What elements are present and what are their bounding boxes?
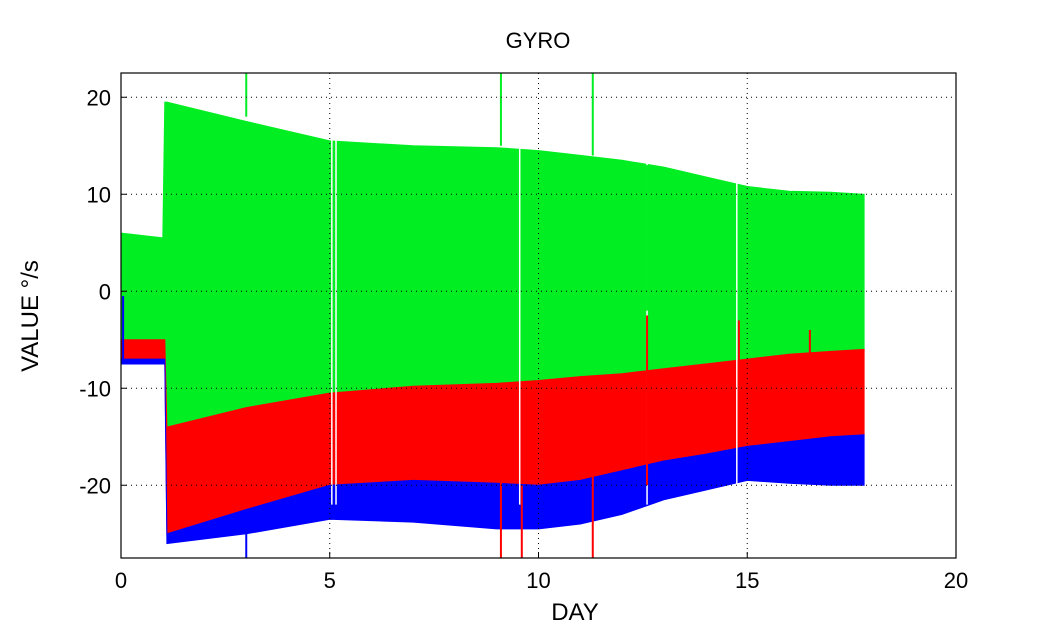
plot-frame (120, 72, 957, 559)
x-tick-label-2: 10 (526, 568, 550, 593)
x-tick-label-3: 15 (735, 568, 759, 593)
x-tick-label-0: 0 (115, 568, 127, 593)
y-tick-label-0: 20 (87, 85, 111, 110)
grid-group (121, 73, 956, 558)
x-tick-label-4: 20 (944, 568, 968, 593)
y-tick-label-1: 10 (87, 182, 111, 207)
x-axis-label: DAY (551, 599, 599, 626)
x-tick-label-1: 5 (324, 568, 336, 593)
y-tick-label-3: -10 (79, 376, 111, 401)
chart-title: GYRO (506, 28, 571, 53)
plot-series-group (120, 73, 865, 558)
tick-group: 0 5 10 15 20 20 10 0 -10 -20 (79, 85, 968, 593)
y-tick-label-2: 0 (99, 279, 111, 304)
y-axis-label: VALUE °/s (17, 260, 44, 372)
y-tick-label-4: -20 (79, 473, 111, 498)
series-band-2 (120, 358, 865, 545)
